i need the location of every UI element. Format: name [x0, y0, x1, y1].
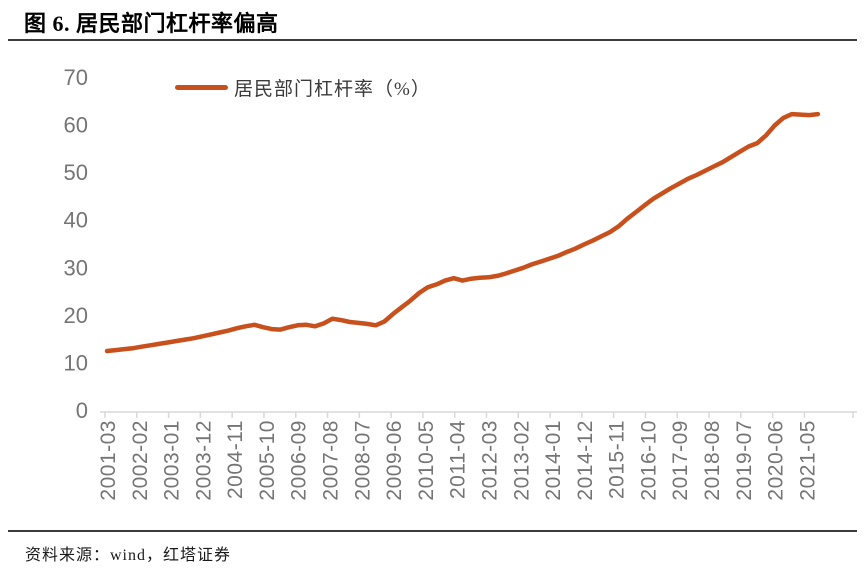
y-axis-tick-label: 20	[64, 303, 88, 328]
y-axis-tick-label: 40	[64, 208, 88, 233]
x-axis-tick-label: 2009-06	[383, 420, 406, 501]
x-axis-tick-label: 2002-02	[129, 420, 152, 501]
x-axis-tick-label: 2003-12	[192, 420, 215, 501]
x-axis-tick-label: 2008-07	[351, 420, 374, 501]
x-axis-tick-label: 2010-05	[415, 420, 438, 501]
x-axis-tick-label: 2005-10	[256, 420, 279, 501]
y-axis-tick-label: 50	[64, 160, 88, 185]
figure-title: 图 6. 居民部门杠杆率偏高	[24, 11, 279, 36]
x-axis-tick-label: 2003-01	[161, 420, 184, 501]
x-axis-tick-label: 2013-02	[510, 420, 533, 501]
y-axis-tick-label: 30	[64, 255, 88, 280]
footer-divider-line	[8, 530, 857, 532]
x-axis-tick-label: 2004-11	[224, 420, 247, 499]
y-axis-tick-label: 60	[64, 113, 88, 138]
legend-line-swatch	[175, 85, 228, 90]
x-axis-tick-label: 2001-03	[97, 420, 120, 501]
x-axis-tick-label: 2014-12	[574, 420, 597, 501]
x-axis-tick-label: 2006-09	[288, 420, 311, 501]
data-source-note: 资料来源：wind，红塔证券	[25, 547, 232, 564]
x-axis-tick-label: 2021-05	[796, 420, 819, 501]
legend-series-label: 居民部门杠杆率（%）	[234, 79, 431, 100]
x-axis-tick-label: 2017-09	[669, 420, 692, 501]
leverage-ratio-line	[104, 111, 821, 354]
x-axis-tick-label: 2015-11	[606, 420, 629, 499]
x-axis-tick-label: 2016-10	[637, 420, 660, 501]
x-axis-tick-label: 2011-04	[447, 420, 470, 499]
y-axis-tick-label: 10	[64, 350, 88, 375]
y-axis-tick-label: 0	[76, 398, 88, 423]
x-axis-tick-label: 2012-03	[478, 420, 501, 501]
x-axis-tick-label: 2019-07	[733, 420, 756, 501]
x-axis-tick-label: 2014-01	[542, 420, 565, 501]
chart-legend: 居民部门杠杆率（%）	[175, 74, 431, 101]
y-axis-tick-label: 70	[64, 65, 88, 90]
x-axis-tick-label: 2007-08	[320, 420, 343, 501]
title-divider-line	[8, 39, 857, 41]
x-axis-tick-label: 2020-06	[765, 420, 788, 501]
x-axis-tick-label: 2018-08	[701, 420, 724, 501]
